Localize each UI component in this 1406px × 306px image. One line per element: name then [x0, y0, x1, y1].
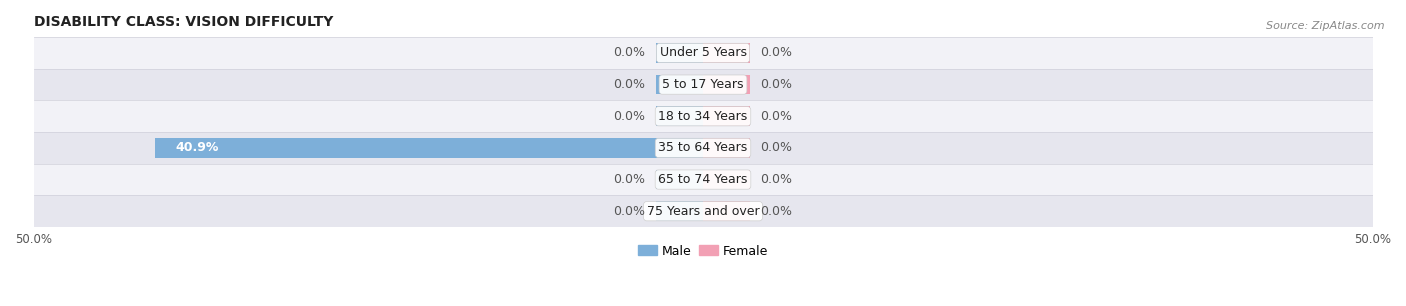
Bar [34, 37, 1372, 69]
Text: 0.0%: 0.0% [613, 205, 645, 218]
Bar [34, 164, 1372, 196]
Bar [657, 43, 703, 63]
Text: Under 5 Years: Under 5 Years [659, 47, 747, 59]
Bar [34, 100, 1372, 132]
Text: 65 to 74 Years: 65 to 74 Years [658, 173, 748, 186]
Bar [703, 43, 749, 63]
Text: 35 to 64 Years: 35 to 64 Years [658, 141, 748, 155]
Text: 0.0%: 0.0% [761, 173, 793, 186]
Text: 18 to 34 Years: 18 to 34 Years [658, 110, 748, 123]
Text: DISABILITY CLASS: VISION DIFFICULTY: DISABILITY CLASS: VISION DIFFICULTY [34, 15, 333, 29]
Text: 0.0%: 0.0% [613, 173, 645, 186]
Bar [703, 106, 749, 126]
Text: 0.0%: 0.0% [761, 47, 793, 59]
Text: 0.0%: 0.0% [761, 110, 793, 123]
Text: 75 Years and over: 75 Years and over [647, 205, 759, 218]
Bar [703, 170, 749, 189]
Text: 40.9%: 40.9% [176, 141, 219, 155]
Text: 0.0%: 0.0% [761, 141, 793, 155]
Bar [703, 201, 749, 221]
Bar [34, 132, 1372, 164]
Bar [34, 196, 1372, 227]
Text: 0.0%: 0.0% [761, 78, 793, 91]
Bar [657, 75, 703, 95]
Text: Source: ZipAtlas.com: Source: ZipAtlas.com [1267, 21, 1385, 32]
Text: 0.0%: 0.0% [613, 110, 645, 123]
Bar [34, 69, 1372, 100]
Bar [657, 106, 703, 126]
Bar [657, 170, 703, 189]
Bar [155, 138, 703, 158]
Text: 0.0%: 0.0% [613, 78, 645, 91]
Text: 0.0%: 0.0% [761, 205, 793, 218]
Text: 5 to 17 Years: 5 to 17 Years [662, 78, 744, 91]
Text: 0.0%: 0.0% [613, 47, 645, 59]
Bar [703, 138, 749, 158]
Legend: Male, Female: Male, Female [633, 240, 773, 263]
Bar [703, 75, 749, 95]
Bar [657, 201, 703, 221]
